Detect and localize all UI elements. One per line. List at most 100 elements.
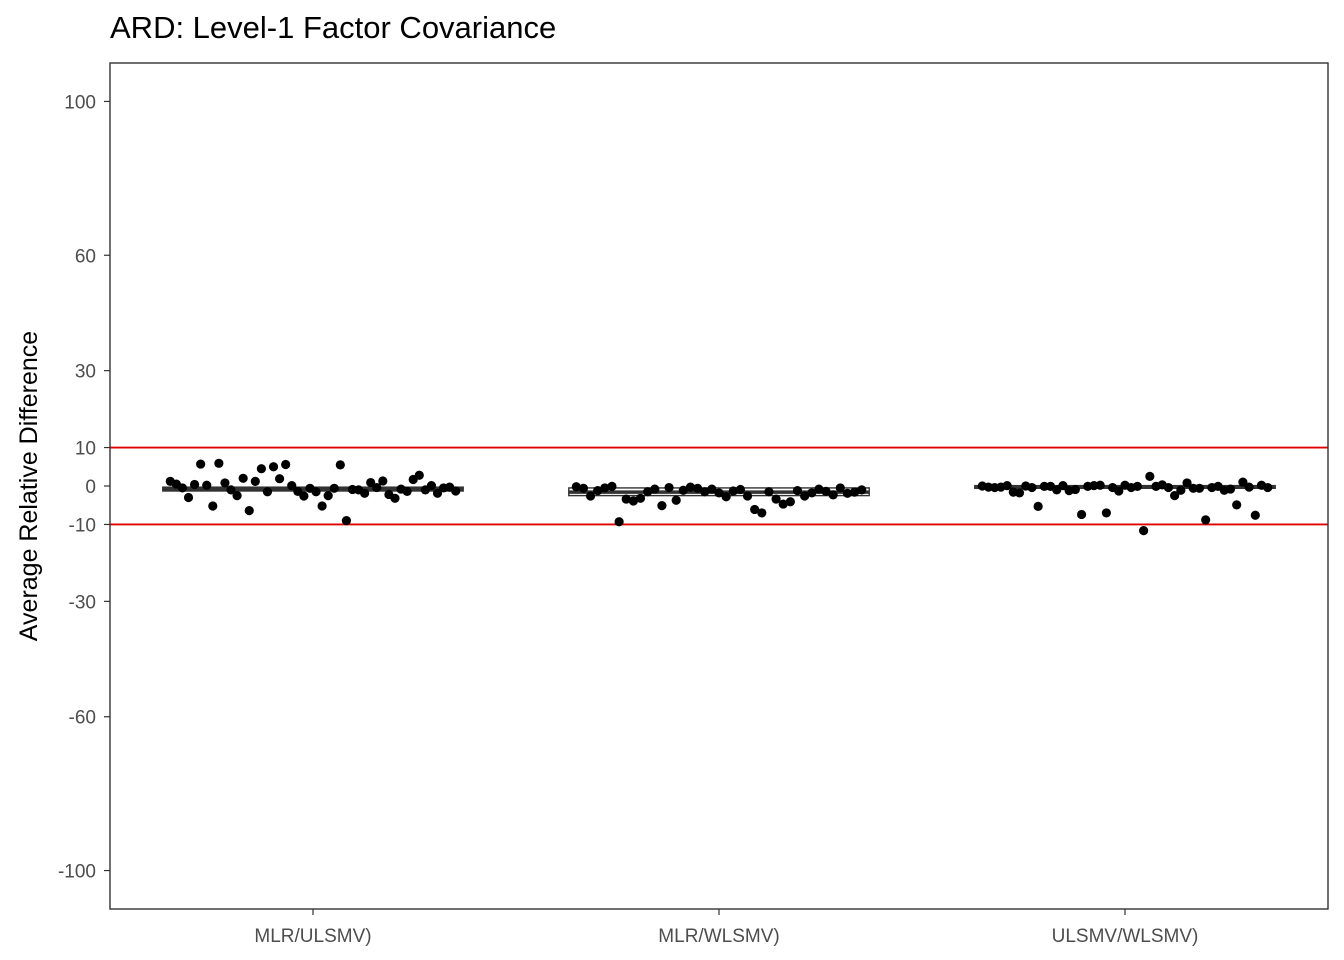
- data-point: [635, 493, 646, 503]
- data-point: [426, 481, 437, 491]
- data-point: [250, 476, 260, 486]
- data-point: [1070, 484, 1080, 495]
- data-point: [807, 488, 817, 498]
- data-point: [256, 464, 266, 474]
- data-point: [311, 487, 321, 497]
- data-point: [671, 495, 681, 505]
- data-point: [1027, 482, 1037, 493]
- data-point: [196, 459, 206, 469]
- data-point: [800, 491, 810, 501]
- data-point: [792, 486, 803, 496]
- data-point: [329, 483, 339, 493]
- data-point: [1170, 491, 1180, 501]
- data-point: [742, 491, 753, 501]
- data-point: [378, 476, 388, 486]
- y-tick-label: 30: [75, 362, 96, 383]
- data-point: [778, 499, 788, 509]
- data-point: [721, 492, 731, 502]
- jittered-points: [165, 458, 1273, 536]
- y-tick-label: 100: [64, 92, 96, 113]
- data-point: [707, 484, 717, 494]
- y-tick-label: 0: [85, 477, 96, 498]
- x-axis: MLR/ULSMV) MLR/WLSMV) ULSMV/WLSMV): [254, 909, 1198, 947]
- x-tick-label: ULSMV/WLSMV): [1052, 926, 1199, 947]
- data-point: [735, 484, 746, 495]
- data-point: [1232, 500, 1242, 510]
- x-tick-label: MLR/WLSMV): [658, 926, 779, 947]
- data-point: [390, 493, 400, 503]
- data-point: [643, 487, 653, 497]
- data-point: [1139, 526, 1149, 536]
- data-point: [268, 462, 279, 472]
- data-point: [1033, 501, 1043, 511]
- reference-lines: [110, 446, 1328, 526]
- data-point: [849, 487, 860, 497]
- data-point: [593, 486, 603, 496]
- y-tick-label: -100: [58, 862, 96, 883]
- data-point: [1101, 508, 1111, 518]
- y-tick-label: -10: [69, 515, 96, 536]
- data-point: [678, 485, 688, 495]
- y-axis-title: Average Relative Difference: [15, 331, 43, 641]
- data-point: [220, 478, 230, 488]
- data-point: [262, 487, 273, 497]
- data-point: [757, 508, 767, 518]
- data-point: [366, 477, 376, 488]
- data-point: [614, 517, 624, 527]
- data-point: [208, 501, 218, 511]
- data-point: [232, 491, 242, 501]
- data-point: [1145, 471, 1155, 481]
- data-point: [360, 488, 370, 498]
- data-point: [764, 487, 774, 497]
- data-point: [177, 483, 188, 493]
- data-point: [835, 483, 845, 493]
- data-point: [226, 485, 236, 495]
- data-point: [628, 496, 638, 506]
- data-point: [828, 490, 838, 500]
- data-point: [341, 516, 351, 526]
- data-point: [700, 487, 710, 497]
- data-point: [621, 494, 631, 504]
- data-point: [1095, 480, 1105, 490]
- data-point: [1163, 482, 1174, 493]
- data-point: [1250, 510, 1260, 520]
- chart-title: ARD: Level-1 Factor Covariance: [110, 10, 557, 45]
- data-point: [685, 482, 696, 492]
- data-point: [1263, 482, 1273, 493]
- data-point: [323, 491, 333, 501]
- data-point: [1132, 481, 1143, 491]
- data-point: [244, 506, 254, 516]
- data-point: [664, 482, 674, 493]
- data-point: [299, 491, 309, 501]
- data-point: [281, 459, 291, 470]
- data-point: [1002, 481, 1012, 491]
- data-point: [857, 485, 867, 495]
- data-point: [402, 486, 412, 496]
- data-point: [728, 486, 738, 496]
- data-point: [189, 479, 200, 490]
- data-point: [451, 486, 461, 496]
- data-point: [1076, 509, 1087, 520]
- data-point: [714, 488, 724, 498]
- data-point: [317, 501, 327, 511]
- data-point: [771, 494, 781, 504]
- data-point: [785, 497, 795, 507]
- data-point: [287, 481, 297, 491]
- data-point: [1201, 515, 1211, 525]
- data-point: [692, 483, 703, 493]
- data-point: [202, 480, 212, 490]
- data-point: [432, 488, 443, 498]
- data-point: [750, 504, 760, 515]
- data-point: [414, 470, 424, 480]
- data-point: [607, 481, 617, 491]
- data-point: [585, 491, 596, 501]
- data-point: [214, 458, 224, 468]
- data-point: [814, 484, 824, 494]
- data-point: [1182, 478, 1192, 488]
- data-point: [1225, 484, 1236, 494]
- data-point: [335, 460, 345, 470]
- data-point: [657, 501, 667, 511]
- data-point: [1058, 481, 1068, 491]
- data-point: [1114, 486, 1124, 496]
